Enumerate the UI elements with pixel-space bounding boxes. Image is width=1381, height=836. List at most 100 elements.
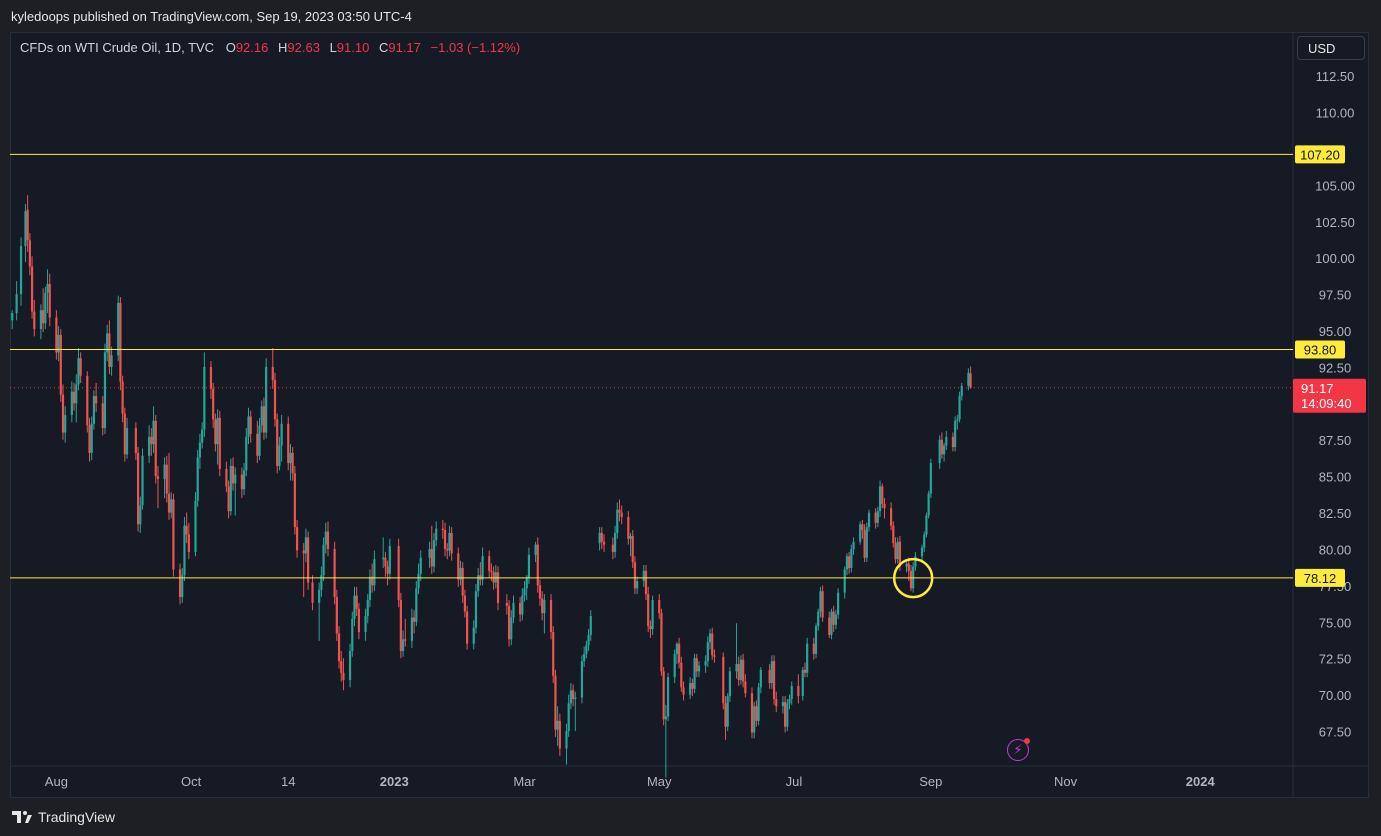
- price-chart[interactable]: 112.50 110.00 105.00 102.50 100.00 97.50 95.00…: [10, 32, 1369, 798]
- candle-body: [55, 317, 58, 353]
- candle-body: [673, 653, 676, 678]
- candle-body: [150, 436, 153, 445]
- candle-body: [181, 575, 184, 598]
- candle-body: [457, 553, 460, 580]
- lightning-icon[interactable]: ⚡: [1007, 738, 1030, 761]
- candle-body: [704, 661, 707, 666]
- candle-body: [304, 537, 308, 554]
- candle-body: [602, 541, 606, 545]
- candle-body: [589, 615, 592, 635]
- candle-body: [353, 595, 356, 619]
- candle-body: [187, 534, 190, 552]
- level-label: 93.80: [1304, 342, 1337, 357]
- candle-body: [44, 292, 47, 324]
- candle-body: [295, 527, 299, 551]
- candle-body: [658, 599, 661, 614]
- level-label: 78.12: [1304, 571, 1337, 586]
- candle-body: [534, 544, 537, 555]
- candle-body: [79, 358, 82, 376]
- candle-body: [477, 575, 480, 592]
- candle-body: [693, 658, 696, 689]
- candle-body: [956, 419, 959, 421]
- tradingview-brand[interactable]: TradingView: [12, 809, 115, 825]
- candle-body: [898, 541, 902, 567]
- candle-body: [443, 530, 447, 550]
- y-tick-label: 100.00: [1315, 251, 1355, 266]
- x-tick-label: May: [647, 774, 672, 789]
- candle-body: [889, 508, 893, 526]
- candle-body: [441, 528, 444, 531]
- candle-body: [695, 658, 698, 672]
- candle-body: [651, 599, 654, 630]
- candle-body: [552, 632, 555, 676]
- candle-body: [278, 445, 281, 466]
- candle-body: [209, 366, 213, 389]
- y-tick-label: 85.00: [1319, 470, 1352, 485]
- candle-body: [580, 661, 584, 698]
- candle-body: [836, 592, 840, 615]
- level-label-bg: [1295, 568, 1345, 587]
- candle-body: [960, 385, 963, 397]
- candle-body: [289, 452, 292, 464]
- candle-body: [216, 417, 219, 445]
- candle-body: [724, 703, 727, 727]
- candle-body: [156, 476, 160, 480]
- y-tick-label: 95.00: [1319, 324, 1352, 339]
- candle-body: [801, 669, 804, 697]
- candle-body: [384, 557, 387, 567]
- candle-body: [680, 662, 683, 688]
- candle-body: [585, 645, 588, 654]
- open-value: 92.16: [235, 40, 269, 55]
- y-tick-label: 82.50: [1319, 506, 1352, 521]
- candle-body: [64, 415, 67, 433]
- candle-body: [417, 573, 420, 589]
- candle-body: [938, 439, 941, 464]
- candle-body: [249, 416, 252, 434]
- candle-body: [198, 442, 202, 458]
- candle-body: [790, 685, 793, 700]
- candle-body: [218, 417, 221, 469]
- candle-body: [549, 599, 553, 633]
- candle-body: [951, 436, 955, 448]
- candle-body: [57, 334, 60, 353]
- x-tick-label: Sep: [919, 774, 942, 789]
- candle-body: [565, 731, 568, 749]
- candle-body: [382, 557, 385, 560]
- candle-body: [832, 611, 835, 625]
- candle-body: [167, 493, 171, 513]
- candle-body: [618, 509, 621, 513]
- candle-body: [86, 375, 89, 426]
- currency-label: USD: [1308, 41, 1336, 56]
- last-price-label: 91.17: [1301, 381, 1334, 396]
- candle-body: [636, 581, 639, 589]
- candle-body: [806, 643, 809, 673]
- publisher-text: kyledoops published on TradingView.com, …: [11, 9, 412, 24]
- candle-body: [713, 655, 716, 657]
- candle-body: [103, 352, 107, 429]
- currency-button[interactable]: USD: [1297, 36, 1365, 60]
- candle-body: [920, 547, 924, 557]
- candle-body: [401, 639, 405, 651]
- candle-body: [340, 661, 343, 673]
- candle-body: [629, 535, 632, 539]
- candle-body: [942, 445, 946, 455]
- candle-body: [689, 682, 692, 695]
- y-tick-label: 102.50: [1315, 215, 1355, 230]
- candle-body: [817, 611, 820, 627]
- candle-body: [11, 313, 14, 321]
- candle-body: [446, 549, 449, 551]
- x-tick-label: 14: [281, 774, 295, 789]
- candle-body: [914, 556, 917, 567]
- candle-body: [666, 677, 670, 717]
- candle-body: [240, 474, 243, 490]
- footer-bar: [0, 798, 1381, 836]
- x-tick-label: Jul: [786, 774, 803, 789]
- candle-body: [927, 493, 930, 516]
- candle-body: [307, 537, 310, 583]
- candle-body: [697, 665, 701, 672]
- candle-body: [848, 556, 851, 568]
- y-tick-label: 67.50: [1319, 725, 1352, 740]
- candle-body: [348, 650, 352, 681]
- candle-body: [850, 549, 853, 568]
- last-price-countdown: 14:09:40: [1301, 396, 1352, 411]
